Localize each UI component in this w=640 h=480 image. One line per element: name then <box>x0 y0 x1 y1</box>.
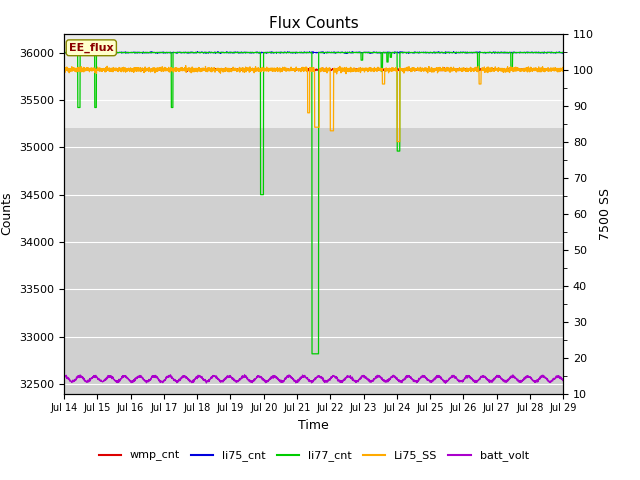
Legend: wmp_cnt, li75_cnt, li77_cnt, Li75_SS, batt_volt: wmp_cnt, li75_cnt, li77_cnt, Li75_SS, ba… <box>94 446 533 466</box>
Y-axis label: 7500 SS: 7500 SS <box>600 188 612 240</box>
Text: EE_flux: EE_flux <box>69 43 114 53</box>
Y-axis label: Counts: Counts <box>1 192 13 235</box>
X-axis label: Time: Time <box>298 419 329 432</box>
Bar <box>64 34 563 128</box>
Title: Flux Counts: Flux Counts <box>269 16 358 31</box>
Bar <box>64 128 563 394</box>
